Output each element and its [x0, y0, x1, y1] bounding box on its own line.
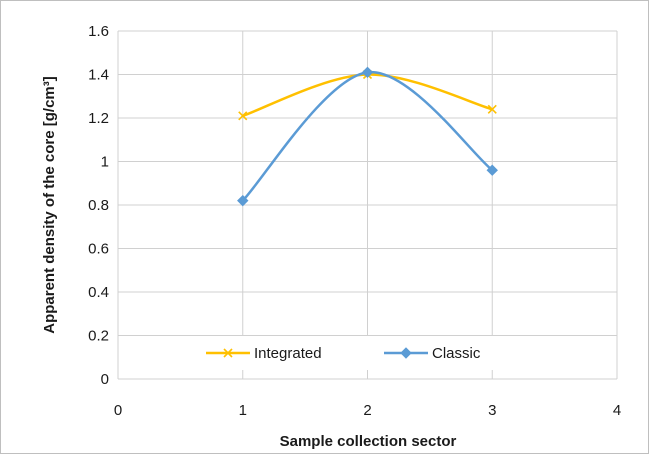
legend-swatch-marker — [400, 347, 412, 359]
legend-item-integrated: Integrated — [206, 345, 322, 362]
x-axis-title: Sample collection sector — [280, 433, 457, 450]
y-tick-label: 0.4 — [88, 284, 109, 301]
x-marker-stroke — [223, 348, 233, 358]
y-tick-label: 0.2 — [88, 328, 109, 345]
y-tick-label: 1.4 — [88, 67, 109, 84]
gridlines — [117, 30, 618, 380]
y-tick-label: 1.6 — [88, 23, 109, 40]
y-tick-label: 1.2 — [88, 110, 109, 127]
y-axis-title: Apparent density of the core [g/cm³] — [41, 76, 58, 334]
x-tick-label: 2 — [363, 402, 371, 419]
data-point — [487, 104, 497, 114]
legend-label: Integrated — [254, 345, 322, 362]
y-tick-label: 0 — [101, 371, 109, 388]
legend-item-classic: Classic — [384, 345, 481, 362]
y-tick-label: 0.8 — [88, 197, 109, 214]
data-point — [238, 111, 248, 121]
legend-swatch-marker — [223, 348, 233, 358]
x-marker-stroke — [487, 104, 497, 114]
x-marker-stroke — [238, 111, 248, 121]
x-tick-label: 3 — [488, 402, 496, 419]
data-point — [486, 164, 498, 176]
x-tick-label: 0 — [114, 402, 122, 419]
series-layer — [237, 66, 498, 207]
x-axis-ticks: 0 1 2 3 4 — [114, 402, 621, 419]
legend-label: Classic — [432, 345, 481, 362]
data-point — [237, 194, 249, 207]
x-tick-label: 4 — [613, 402, 621, 419]
data-point — [361, 66, 374, 79]
y-tick-label: 0.6 — [88, 241, 109, 258]
series-classic — [237, 66, 498, 207]
y-tick-label: 1 — [101, 154, 109, 171]
x-tick-label: 1 — [239, 402, 247, 419]
y-axis-ticks: 0 0.2 0.4 0.6 0.8 1 1.2 1.4 1.6 — [88, 23, 109, 388]
legend: Integrated Classic — [166, 336, 524, 370]
